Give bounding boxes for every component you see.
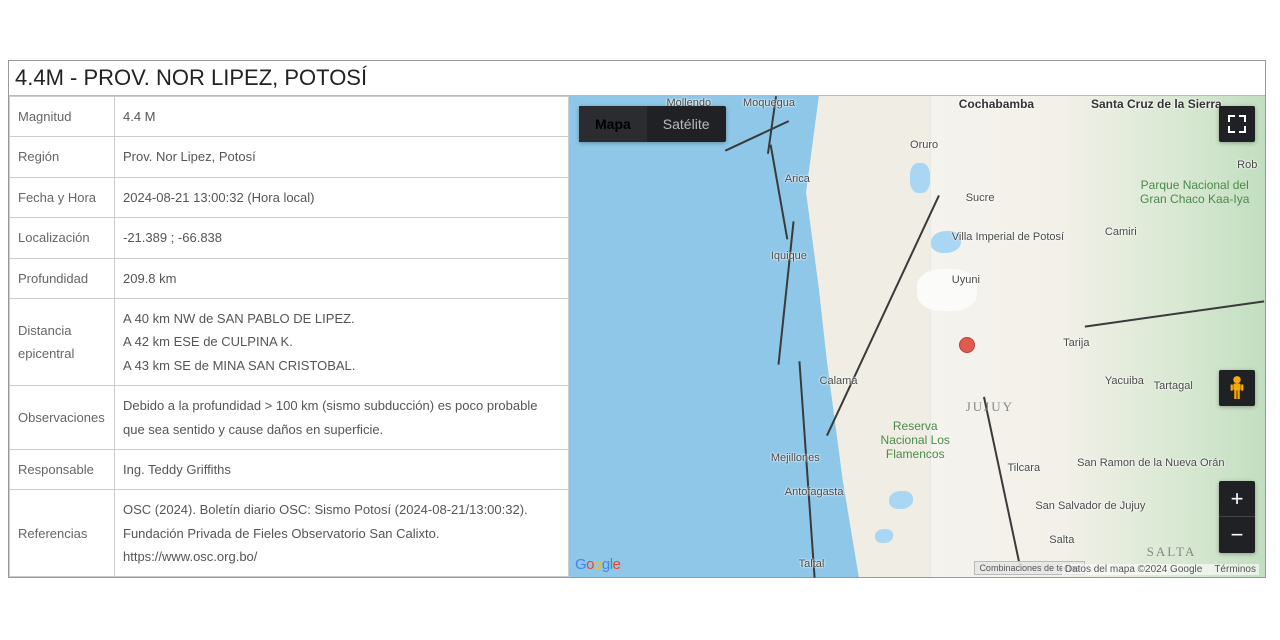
value-distancia: A 40 km NW de SAN PABLO DE LIPEZ. A 42 k… (115, 298, 569, 385)
city-label: Cochabamba (959, 97, 1034, 111)
value-localizacion: -21.389 ; -66.838 (115, 218, 569, 258)
city-label: Uyuni (952, 274, 980, 286)
distancia-line-1: A 40 km NW de SAN PABLO DE LIPEZ. (123, 307, 560, 330)
row-observaciones: Observaciones Debido a la profundidad > … (10, 386, 569, 450)
distancia-line-2: A 42 km ESE de CULPINA K. (123, 330, 560, 353)
city-label: San Salvador de Jujuy (1035, 500, 1125, 512)
distancia-line-3: A 43 km SE de MINA SAN CRISTOBAL. (123, 354, 560, 377)
event-panel: 4.4M - PROV. NOR LIPEZ, POTOSÍ Magnitud … (8, 60, 1266, 578)
map-type-map-button[interactable]: Mapa (579, 106, 647, 142)
value-responsable: Ing. Teddy Griffiths (115, 449, 569, 489)
pegman-icon (1226, 375, 1248, 401)
city-label: Moquegua (743, 97, 795, 109)
map-data-attribution[interactable]: Datos del mapa ©2024 Google (1065, 564, 1202, 575)
park-label: Parque Nacional del Gran Chaco Kaa-Iya (1140, 178, 1250, 207)
city-label: Tartagal (1154, 380, 1193, 392)
city-label: Calama (820, 375, 858, 387)
city-label: Antofagasta (785, 486, 844, 498)
row-localizacion: Localización -21.389 ; -66.838 (10, 218, 569, 258)
value-profundidad: 209.8 km (115, 258, 569, 298)
row-magnitud: Magnitud 4.4 M (10, 97, 569, 137)
label-profundidad: Profundidad (10, 258, 115, 298)
park-label: Reserva Nacional Los Flamencos (875, 419, 955, 462)
row-region: Región Prov. Nor Lipez, Potosí (10, 137, 569, 177)
map-canvas[interactable]: Mollendo Moquegua Arica Iquique Calama M… (569, 96, 1265, 577)
zoom-out-button[interactable]: − (1219, 517, 1255, 553)
fullscreen-icon (1228, 115, 1235, 122)
map-lake (889, 491, 913, 509)
row-profundidad: Profundidad 209.8 km (10, 258, 569, 298)
zoom-control: + − (1219, 481, 1255, 553)
city-label: Arica (785, 173, 810, 185)
row-responsable: Responsable Ing. Teddy Griffiths (10, 449, 569, 489)
label-referencias: Referencias (10, 490, 115, 577)
city-label: Tarija (1063, 337, 1089, 349)
zoom-in-button[interactable]: + (1219, 481, 1255, 517)
city-label: Sucre (966, 192, 995, 204)
map-footer: Datos del mapa ©2024 Google Términos (1062, 564, 1259, 575)
city-label: Mejillones (771, 452, 820, 464)
info-table: Magnitud 4.4 M Región Prov. Nor Lipez, P… (9, 96, 569, 577)
value-region: Prov. Nor Lipez, Potosí (115, 137, 569, 177)
streetview-pegman-button[interactable] (1219, 370, 1255, 406)
label-magnitud: Magnitud (10, 97, 115, 137)
city-label: Camiri (1105, 226, 1137, 238)
label-responsable: Responsable (10, 449, 115, 489)
fullscreen-icon (1239, 126, 1246, 133)
map-lake (910, 163, 930, 193)
city-label: Tilcara (1007, 462, 1040, 474)
city-label: Santa Cruz de la Sierra (1091, 97, 1181, 111)
city-label: Villa Imperial de Potosí (952, 231, 1064, 243)
label-localizacion: Localización (10, 218, 115, 258)
map-type-satellite-button[interactable]: Satélite (647, 106, 726, 142)
value-referencias: OSC (2024). Boletín diario OSC: Sismo Po… (115, 490, 569, 577)
google-logo: Google (575, 556, 620, 573)
fullscreen-icon (1239, 115, 1246, 122)
row-fecha: Fecha y Hora 2024-08-21 13:00:32 (Hora l… (10, 177, 569, 217)
label-region: Región (10, 137, 115, 177)
label-fecha: Fecha y Hora (10, 177, 115, 217)
city-label: Salta (1049, 534, 1074, 546)
map-type-control: Mapa Satélite (579, 106, 726, 142)
city-label: Taltal (799, 558, 825, 570)
city-label: San Ramon de la Nueva Orán (1077, 457, 1187, 469)
value-magnitud: 4.4 M (115, 97, 569, 137)
region-label: JUJUY (966, 399, 1014, 415)
city-label: Rob (1237, 159, 1257, 171)
value-observaciones: Debido a la profundidad > 100 km (sismo … (115, 386, 569, 450)
row-referencias: Referencias OSC (2024). Boletín diario O… (10, 490, 569, 577)
city-label: Oruro (910, 139, 938, 151)
city-label: Yacuiba (1105, 375, 1144, 387)
row-distancia: Distancia epicentral A 40 km NW de SAN P… (10, 298, 569, 385)
fullscreen-icon (1228, 126, 1235, 133)
event-title: 4.4M - PROV. NOR LIPEZ, POTOSÍ (9, 61, 1265, 96)
content-row: Magnitud 4.4 M Región Prov. Nor Lipez, P… (9, 96, 1265, 577)
map-terms-link[interactable]: Términos (1214, 564, 1256, 575)
city-label: Iquique (771, 250, 807, 262)
epicenter-marker[interactable] (959, 337, 975, 353)
value-fecha: 2024-08-21 13:00:32 (Hora local) (115, 177, 569, 217)
region-label: SALTA (1147, 544, 1197, 560)
fullscreen-button[interactable] (1219, 106, 1255, 142)
label-distancia: Distancia epicentral (10, 298, 115, 385)
label-observaciones: Observaciones (10, 386, 115, 450)
